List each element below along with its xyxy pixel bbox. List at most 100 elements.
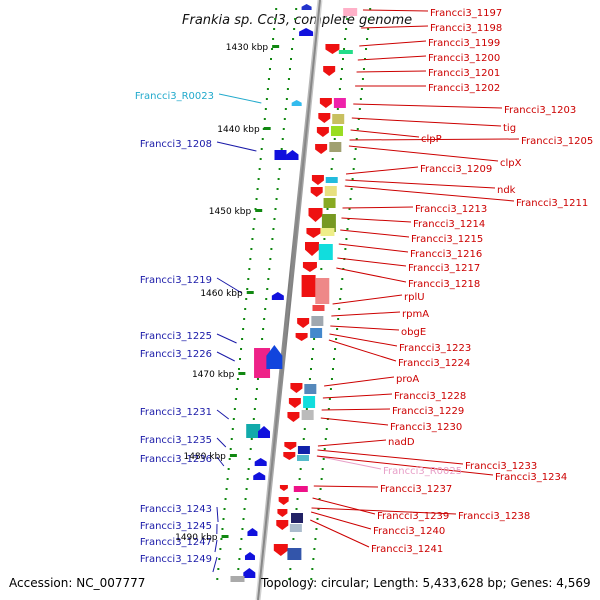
guide-dot xyxy=(268,268,271,270)
gene-features xyxy=(230,4,358,582)
guide-dot xyxy=(340,68,343,70)
leader-line xyxy=(216,409,230,420)
guide-dot xyxy=(270,248,273,250)
guide-dot xyxy=(342,58,345,60)
leader-line xyxy=(342,206,414,209)
gene-arrow-reverse xyxy=(257,426,270,438)
gene-arrow-forward xyxy=(278,497,289,505)
gene-arrow-forward xyxy=(297,318,310,328)
label-leader-lines xyxy=(212,9,520,573)
guide-dot xyxy=(265,98,268,100)
kbp-tick xyxy=(229,454,237,457)
guide-dot xyxy=(345,238,348,240)
guide-dot xyxy=(350,188,353,190)
kbp-label: 1440 kbp xyxy=(217,125,260,135)
guide-dot xyxy=(349,198,352,200)
guide-dot xyxy=(291,48,294,50)
gene-label-left: Francci3_1225 xyxy=(140,331,212,342)
gene-label-right: proA xyxy=(396,374,419,385)
guide-dot xyxy=(352,168,355,170)
leader-line xyxy=(313,485,379,488)
leader-line xyxy=(216,456,225,467)
guide-dot xyxy=(322,458,325,460)
guide-dot xyxy=(218,558,221,560)
gene-label-right: tig xyxy=(503,123,516,134)
gene-arrow-forward xyxy=(315,144,328,154)
guide-dot xyxy=(232,418,235,420)
gene-label-right: obgE xyxy=(401,327,426,338)
guide-dot xyxy=(275,198,278,200)
guide-dot xyxy=(248,268,251,270)
guide-dot xyxy=(277,178,280,180)
gene-feature-box xyxy=(343,8,358,16)
guide-dot xyxy=(312,348,315,350)
guide-dot xyxy=(261,338,264,340)
gene-feature-box xyxy=(304,384,317,394)
leader-line xyxy=(344,185,515,202)
gene-feature-box xyxy=(330,126,343,136)
guide-dot xyxy=(299,468,302,470)
gene-feature-box xyxy=(297,446,310,454)
gene-label-right: Francci3_1216 xyxy=(410,249,482,260)
guide-dot xyxy=(369,8,372,10)
gene-arrow-forward xyxy=(283,452,296,460)
gene-arrow-reverse xyxy=(266,345,283,369)
guide-dot xyxy=(252,228,255,230)
leader-line xyxy=(330,325,400,331)
guide-dot xyxy=(355,138,358,140)
guide-dot xyxy=(333,138,336,140)
guide-dot xyxy=(346,18,349,20)
leader-line xyxy=(216,333,237,344)
gene-feature-box xyxy=(291,513,304,523)
leader-line xyxy=(362,9,429,12)
guide-dot xyxy=(268,68,271,70)
guide-dot xyxy=(250,438,253,440)
gene-feature-box xyxy=(321,214,336,232)
guide-dot xyxy=(295,508,298,510)
track-guides xyxy=(216,8,372,580)
gene-arrow-forward xyxy=(276,520,289,530)
guide-dot xyxy=(229,448,232,450)
gene-label-right: Francci3_1215 xyxy=(411,234,483,245)
leader-line xyxy=(337,257,407,267)
leader-line xyxy=(348,145,499,162)
gene-arrow-forward xyxy=(323,66,336,76)
guide-dot xyxy=(318,498,321,500)
guide-dot xyxy=(320,268,323,270)
gene-label-right: Francci3_1237 xyxy=(380,484,452,495)
guide-dot xyxy=(272,228,275,230)
guide-dot xyxy=(249,258,252,260)
guide-dot xyxy=(362,68,365,70)
guide-dot xyxy=(333,358,336,360)
gene-label-left: Francci3_1243 xyxy=(140,504,212,515)
guide-dot xyxy=(286,88,289,90)
guide-dot xyxy=(356,128,359,130)
guide-dot xyxy=(329,388,332,390)
guide-dot xyxy=(236,378,239,380)
guide-dot xyxy=(255,198,258,200)
guide-dot xyxy=(263,318,266,320)
guide-dot xyxy=(237,368,240,370)
guide-dot xyxy=(246,288,249,290)
leader-line xyxy=(349,138,520,141)
guide-dot xyxy=(323,238,326,240)
guide-dot xyxy=(328,398,331,400)
guide-dot xyxy=(312,558,315,560)
position-markers: 1430 kbp 1440 kbp 1450 kbp 1460 kbp 1470 kbp… xyxy=(175,43,280,543)
gene-arrow-reverse xyxy=(254,458,267,466)
guide-dot xyxy=(336,328,339,330)
gene-label-right: Francci3_1230 xyxy=(390,422,462,433)
gene-label-right: Francci3_1217 xyxy=(408,263,480,274)
gene-label-right: Francci3_1200 xyxy=(428,53,500,64)
guide-dot xyxy=(220,538,223,540)
gene-label-right: Francci3_1224 xyxy=(398,358,470,369)
guide-dot xyxy=(261,138,264,140)
guide-dot xyxy=(242,328,245,330)
gene-arrow-forward xyxy=(325,44,340,54)
leader-line xyxy=(332,294,403,305)
guide-dot xyxy=(282,128,285,130)
guide-dot xyxy=(284,108,287,110)
guide-dot xyxy=(341,278,344,280)
guide-dot xyxy=(240,348,243,350)
